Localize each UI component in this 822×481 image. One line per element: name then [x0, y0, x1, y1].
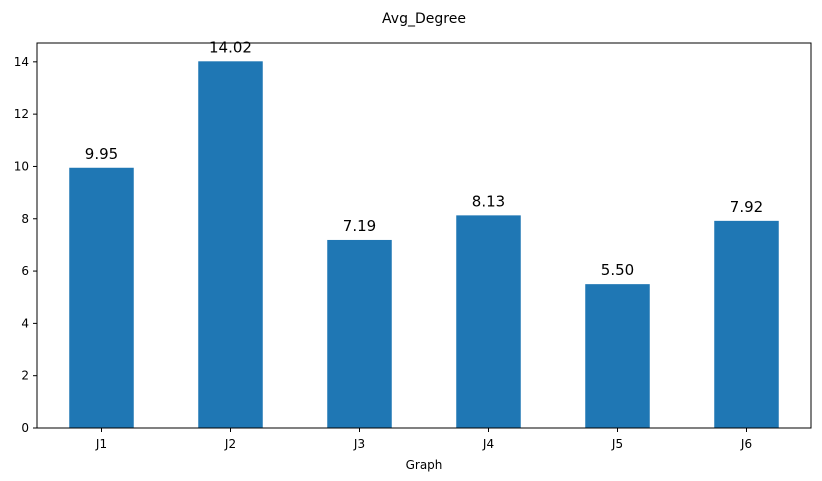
data-label-j3: 7.19 — [343, 217, 376, 235]
x-tick-label-j6: J6 — [740, 437, 752, 451]
y-tick-label-8: 8 — [21, 212, 29, 226]
x-tick-label-j2: J2 — [224, 437, 236, 451]
y-axis: 0 2 4 6 8 10 12 14 — [14, 55, 37, 435]
bar-j3 — [327, 239, 392, 428]
x-tick-label-j1: J1 — [95, 437, 107, 451]
x-tick-label-j5: J5 — [611, 437, 623, 451]
y-tick-label-14: 14 — [14, 55, 29, 69]
bar-j5 — [585, 284, 650, 428]
y-tick-label-2: 2 — [21, 369, 29, 383]
y-tick-label-4: 4 — [21, 316, 29, 330]
data-label-j1: 9.95 — [85, 145, 118, 163]
chart-title: Avg_Degree — [382, 11, 466, 27]
x-tick-label-j3: J3 — [353, 437, 365, 451]
data-label-j5: 5.50 — [601, 261, 634, 279]
data-label-j2: 14.02 — [209, 38, 252, 56]
plot-frame — [36, 42, 812, 429]
x-tick-label-j4: J4 — [482, 437, 494, 451]
y-tick-label-0: 0 — [21, 421, 29, 435]
data-label-j4: 8.13 — [472, 192, 505, 210]
x-axis-label: Graph — [406, 458, 443, 472]
bar-j2 — [198, 61, 263, 429]
y-tick-label-6: 6 — [21, 264, 29, 278]
bar-j4 — [456, 215, 521, 428]
y-tick-label-10: 10 — [14, 159, 29, 173]
data-labels-layer: 9.95 14.02 7.19 8.13 5.50 7.92 — [85, 38, 763, 279]
bar-j6 — [714, 220, 779, 428]
x-axis: J1 J2 J3 J4 J5 J6 — [95, 428, 752, 451]
y-tick-label-12: 12 — [14, 107, 29, 121]
bar-j1 — [69, 167, 134, 428]
bars-layer — [69, 61, 779, 429]
data-label-j6: 7.92 — [730, 198, 763, 216]
